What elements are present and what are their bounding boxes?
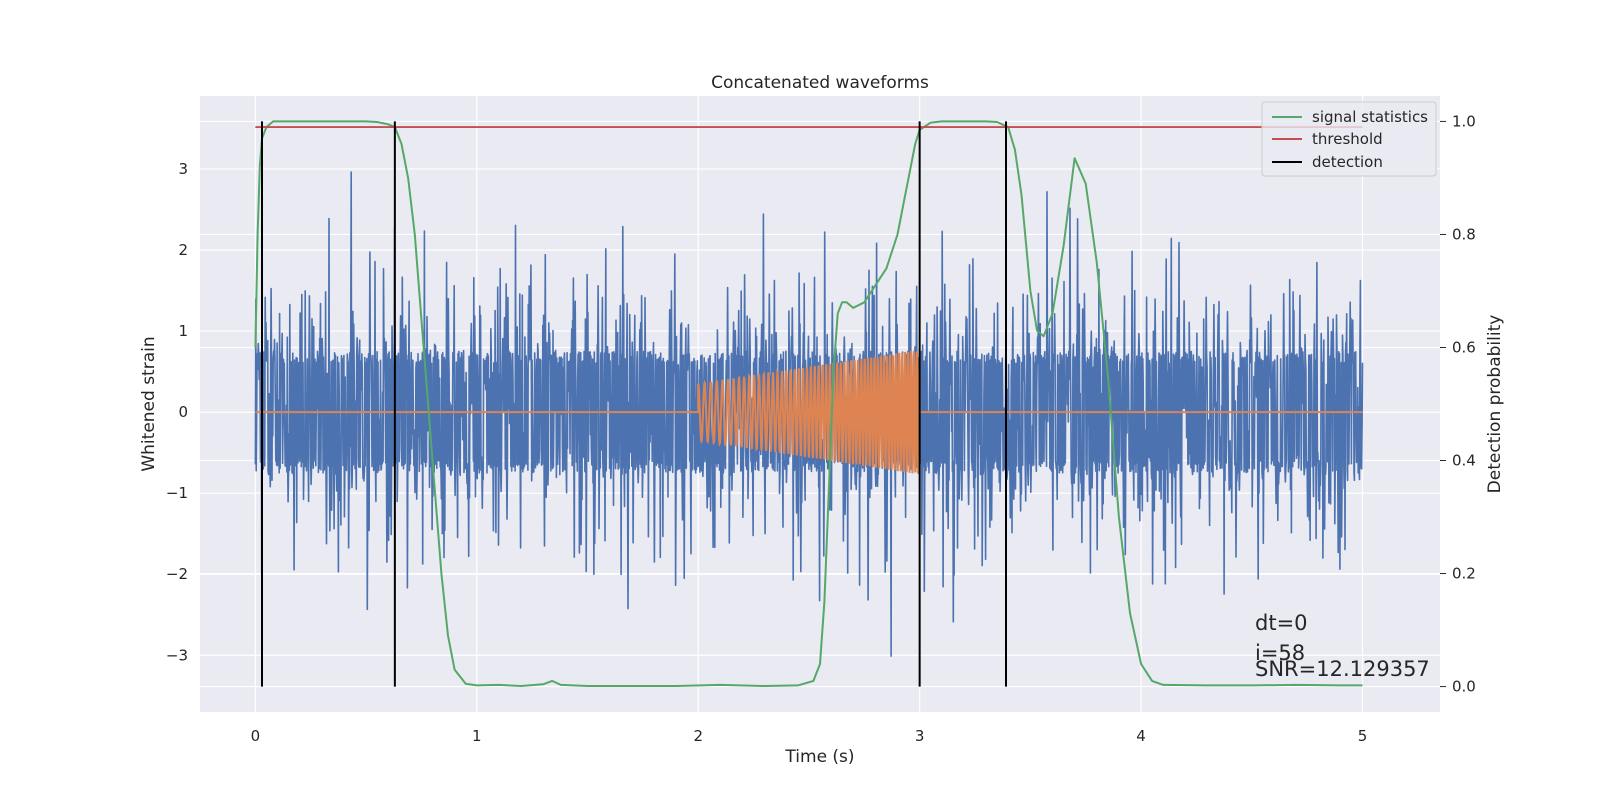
y-right-tick-label: 1.0: [1452, 112, 1476, 130]
x-tick-label: 2: [693, 727, 703, 745]
legend-label-threshold: threshold: [1312, 130, 1383, 148]
y-left-tick-label: 3: [178, 160, 188, 178]
x-tick-label: 4: [1136, 727, 1146, 745]
y-left-tick-label: −3: [166, 646, 188, 664]
ticks: 0 1 2 3 4 5 −3 −2 −1 0 1 2 3 0.0 0.2 0.4 0.6 0.8 1.0: [166, 112, 1476, 745]
legend-box: [1261, 101, 1437, 177]
y-right-tick-label: 0.0: [1452, 678, 1476, 696]
signal-statistics-line: [254, 120, 1363, 687]
y-right-tick-label: 0.2: [1452, 565, 1476, 583]
legend: signal statistics threshold detection: [1261, 101, 1437, 177]
y-axis-label-right: Detection probability: [1485, 315, 1505, 494]
annotation-dt: dt=0: [1255, 611, 1308, 635]
y-left-tick-label: −1: [166, 484, 188, 502]
chart-title: Concatenated waveforms: [711, 73, 929, 93]
x-tick-label: 1: [472, 727, 482, 745]
y-left-tick-label: −2: [166, 565, 188, 583]
x-tick-label: 5: [1358, 727, 1368, 745]
x-tick-label: 0: [251, 727, 261, 745]
y-left-tick-label: 0: [178, 403, 188, 421]
injected-waveform-line: [255, 349, 1363, 474]
y-axis-label-left: Whitened strain: [139, 336, 159, 471]
legend-label-detection: detection: [1312, 153, 1383, 171]
y-right-tick-label: 0.6: [1452, 338, 1476, 356]
annotation-index: i=58: [1255, 641, 1305, 665]
y-left-tick-label: 2: [178, 241, 188, 259]
legend-label-signal-statistics: signal statistics: [1312, 108, 1428, 126]
y-right-tick-label: 0.4: [1452, 452, 1476, 470]
strain-noise-line: [254, 171, 1364, 657]
x-tick-label: 3: [915, 727, 925, 745]
y-right-tick-label: 0.8: [1452, 225, 1476, 243]
strain-series: [254, 171, 1364, 657]
x-axis-label: Time (s): [784, 747, 854, 767]
y-left-tick-label: 1: [178, 322, 188, 340]
probability-series: [254, 120, 1363, 687]
annotation-snr: SNR=12.129357: [1255, 657, 1430, 681]
